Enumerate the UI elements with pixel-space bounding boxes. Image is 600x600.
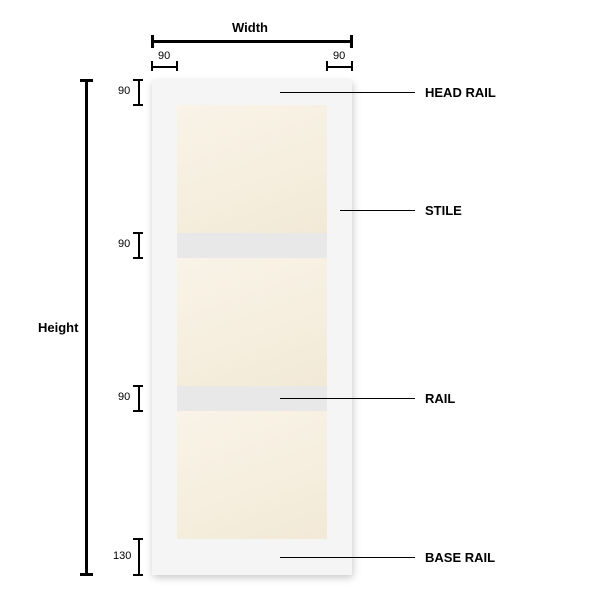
head-rail-callout: HEAD RAIL <box>425 85 496 100</box>
stile-callout-line <box>340 210 415 211</box>
base-rail-value: 130 <box>113 550 131 562</box>
stile-right-value: 90 <box>333 50 345 62</box>
base-rail-callout-line <box>280 557 415 558</box>
head-rail-callout-line <box>280 92 415 93</box>
door-body <box>152 80 352 575</box>
mid-rail-2-value: 90 <box>118 391 130 403</box>
door-panel-1 <box>177 105 327 233</box>
height-dim-line <box>85 80 88 575</box>
door-panel-2 <box>177 258 327 386</box>
door-mid-rail-1 <box>177 233 327 258</box>
mid-rail-1-value: 90 <box>118 238 130 250</box>
stile-left-dim <box>152 66 177 68</box>
rail-callout: RAIL <box>425 391 455 406</box>
stile-callout: STILE <box>425 203 462 218</box>
rail-callout-line <box>280 398 415 399</box>
door-diagram: Width 90 90 Height 90 90 90 130 HEAD RAI… <box>0 0 600 600</box>
head-rail-value: 90 <box>118 85 130 97</box>
door-panel-3 <box>177 411 327 539</box>
stile-right-dim <box>327 66 352 68</box>
base-rail-callout: BASE RAIL <box>425 550 495 565</box>
height-label: Height <box>38 320 78 335</box>
width-label: Width <box>232 20 268 35</box>
width-dim-line <box>152 40 352 43</box>
stile-left-value: 90 <box>158 50 170 62</box>
